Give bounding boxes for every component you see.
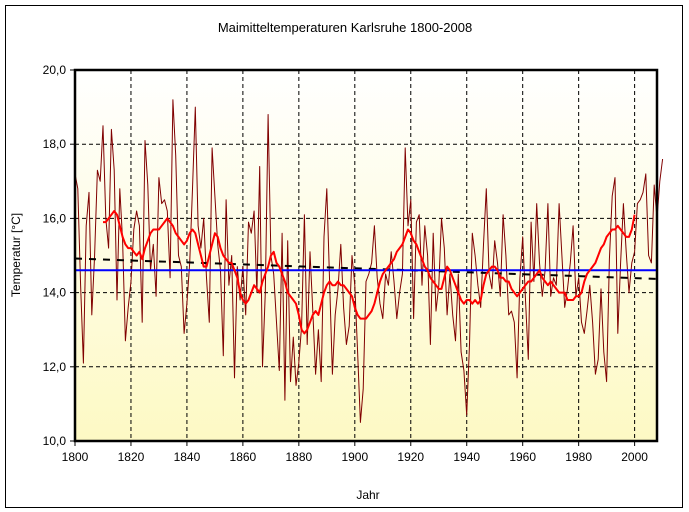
series-layer: [74, 99, 664, 423]
x-tick-label: 1860: [230, 450, 257, 464]
x-tick-label: 1840: [174, 450, 201, 464]
x-tick-label: 1880: [285, 450, 312, 464]
series-running-mean: [102, 210, 636, 335]
y-tick-label: 12,0: [43, 360, 67, 374]
x-tick-label: 1820: [118, 450, 145, 464]
y-tick-label: 18,0: [43, 137, 67, 151]
x-tick-label: 1800: [62, 450, 89, 464]
plot-border: [73, 68, 659, 443]
y-tick-label: 14,0: [43, 286, 67, 300]
series-annual: [74, 99, 664, 423]
y-tick-label: 20,0: [43, 63, 67, 77]
chart-title: Maimitteltemperaturen Karlsruhe 1800-200…: [218, 20, 472, 35]
x-tick-label: 1940: [453, 450, 480, 464]
plot-area: [75, 70, 657, 441]
y-axis-label: Temperatur [°C]: [9, 213, 23, 297]
y-tick-label: 16,0: [43, 211, 67, 225]
x-tick-label: 2000: [621, 450, 648, 464]
x-tick-label: 1900: [341, 450, 368, 464]
x-axis-label: Jahr: [356, 488, 379, 502]
x-axis: 1800 1820 1840 1860 1880 1900 1920 1940 1960 1980…: [62, 441, 648, 464]
x-tick-label: 1960: [509, 450, 536, 464]
x-tick-label: 1920: [397, 450, 424, 464]
y-axis: 10,0 12,0 14,0 16,0 18,0 20,0: [43, 63, 75, 448]
x-tick-label: 1980: [565, 450, 592, 464]
y-tick-label: 10,0: [43, 434, 67, 448]
